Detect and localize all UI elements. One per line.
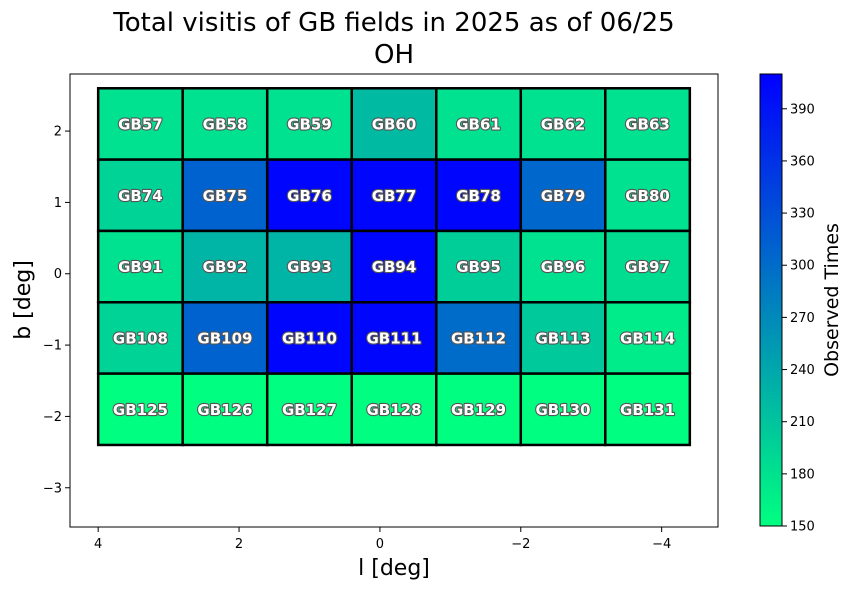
cell-label: GB95	[456, 258, 501, 276]
colorbar-tick-label: 360	[790, 154, 815, 169]
plot-frame	[69, 73, 719, 528]
cell-label: GB131	[620, 401, 675, 419]
colorbar-tick-label: 150	[790, 520, 815, 535]
heatmap-cell	[265, 158, 353, 233]
cell-label: GB111	[366, 329, 421, 347]
heatmap-cell	[96, 372, 184, 447]
colorbar-ticks: 150 180 210 240 270 300 330 360 390	[782, 102, 815, 535]
heatmap-cell	[604, 158, 692, 233]
colorbar-tick-label: 270	[790, 311, 815, 326]
heatmap-cell	[519, 301, 607, 375]
x-tick-label: 0	[376, 537, 384, 552]
cell-label: GB79	[541, 187, 586, 205]
cell-label: GB94	[372, 258, 417, 276]
cell-label: GB76	[287, 187, 332, 205]
colorbar-tick-label: 180	[790, 467, 815, 482]
colorbar	[759, 73, 783, 527]
y-axis-ticks: 2 1 0 −1 −2 −3	[43, 125, 70, 496]
colorbar-label: Observed Times	[821, 223, 843, 377]
cell-label: GB93	[287, 258, 332, 276]
cell-label: GB114	[620, 329, 675, 347]
x-axis-ticks: 4 2 0 −2 −4	[94, 527, 671, 552]
x-axis-label: l [deg]	[358, 556, 430, 581]
cell-label: GB110	[282, 329, 337, 347]
cell-label: GB63	[625, 115, 670, 133]
heatmap-cell	[96, 87, 184, 161]
cell-label: GB130	[536, 401, 591, 419]
cell-label: GB113	[536, 329, 591, 347]
heatmap-cells: GB57 GB58 GB59 GB60 GB61 GB62 GB63 GB74 GB75 GB76…	[96, 87, 692, 447]
cell-label: GB97	[625, 258, 670, 276]
cell-label: GB108	[113, 329, 168, 347]
colorbar-tick-label: 330	[790, 207, 815, 222]
y-tick-label: −2	[43, 410, 62, 425]
heatmap-cell	[519, 372, 607, 447]
heatmap-cell	[265, 229, 353, 304]
cell-label: GB96	[541, 258, 586, 276]
x-tick-label: −4	[652, 537, 671, 552]
cell-label: GB109	[197, 329, 252, 347]
y-tick-label: 0	[54, 267, 62, 282]
y-axis-label: b [deg]	[11, 260, 36, 340]
colorbar-tick-label: 240	[790, 363, 815, 378]
y-tick-label: −1	[43, 339, 62, 354]
cell-label: GB128	[366, 401, 421, 419]
heatmap-cell	[604, 229, 692, 304]
x-tick-label: 2	[235, 537, 243, 552]
chart-title: Total visitis of GB fields in 2025 as of…	[112, 8, 674, 38]
cell-label: GB127	[282, 401, 337, 419]
cell-label: GB78	[456, 187, 501, 205]
cell-label: GB75	[203, 187, 248, 205]
heatmap-cell	[265, 372, 353, 447]
cell-label: GB74	[118, 187, 163, 205]
cell-label: GB59	[287, 115, 332, 133]
cell-label: GB112	[451, 329, 506, 347]
heatmap-cell	[435, 158, 523, 233]
y-tick-label: −3	[43, 481, 62, 496]
cell-label: GB62	[541, 115, 586, 133]
colorbar-tick-label: 210	[790, 415, 815, 430]
heatmap-cell	[96, 158, 184, 233]
cell-label: GB77	[372, 187, 417, 205]
cell-label: GB61	[456, 115, 501, 133]
x-tick-label: 4	[94, 537, 102, 552]
cell-label: GB92	[203, 258, 248, 276]
cell-label: GB80	[625, 187, 670, 205]
cell-label: GB58	[203, 115, 248, 133]
heatmap-cell	[181, 301, 269, 375]
heatmap-cell	[96, 301, 184, 375]
heatmap-cell	[519, 87, 607, 161]
cell-label: GB125	[113, 401, 168, 419]
cell-label: GB57	[118, 115, 163, 133]
colorbar-tick-label: 390	[790, 102, 815, 117]
chart-subtitle: OH	[374, 40, 414, 70]
cell-label: GB91	[118, 258, 163, 276]
heatmap-cell	[519, 229, 607, 304]
y-tick-label: 1	[54, 196, 62, 211]
cell-label: GB129	[451, 401, 506, 419]
heatmap-cell	[604, 372, 692, 447]
colorbar-tick-label: 300	[790, 259, 815, 274]
x-tick-label: −2	[511, 537, 530, 552]
cell-label: GB126	[197, 401, 252, 419]
y-tick-label: 2	[54, 125, 62, 140]
heatmap-cell	[181, 229, 269, 304]
heatmap-cell	[181, 87, 269, 161]
cell-label: GB60	[372, 115, 417, 133]
heatmap-cell	[435, 229, 523, 304]
